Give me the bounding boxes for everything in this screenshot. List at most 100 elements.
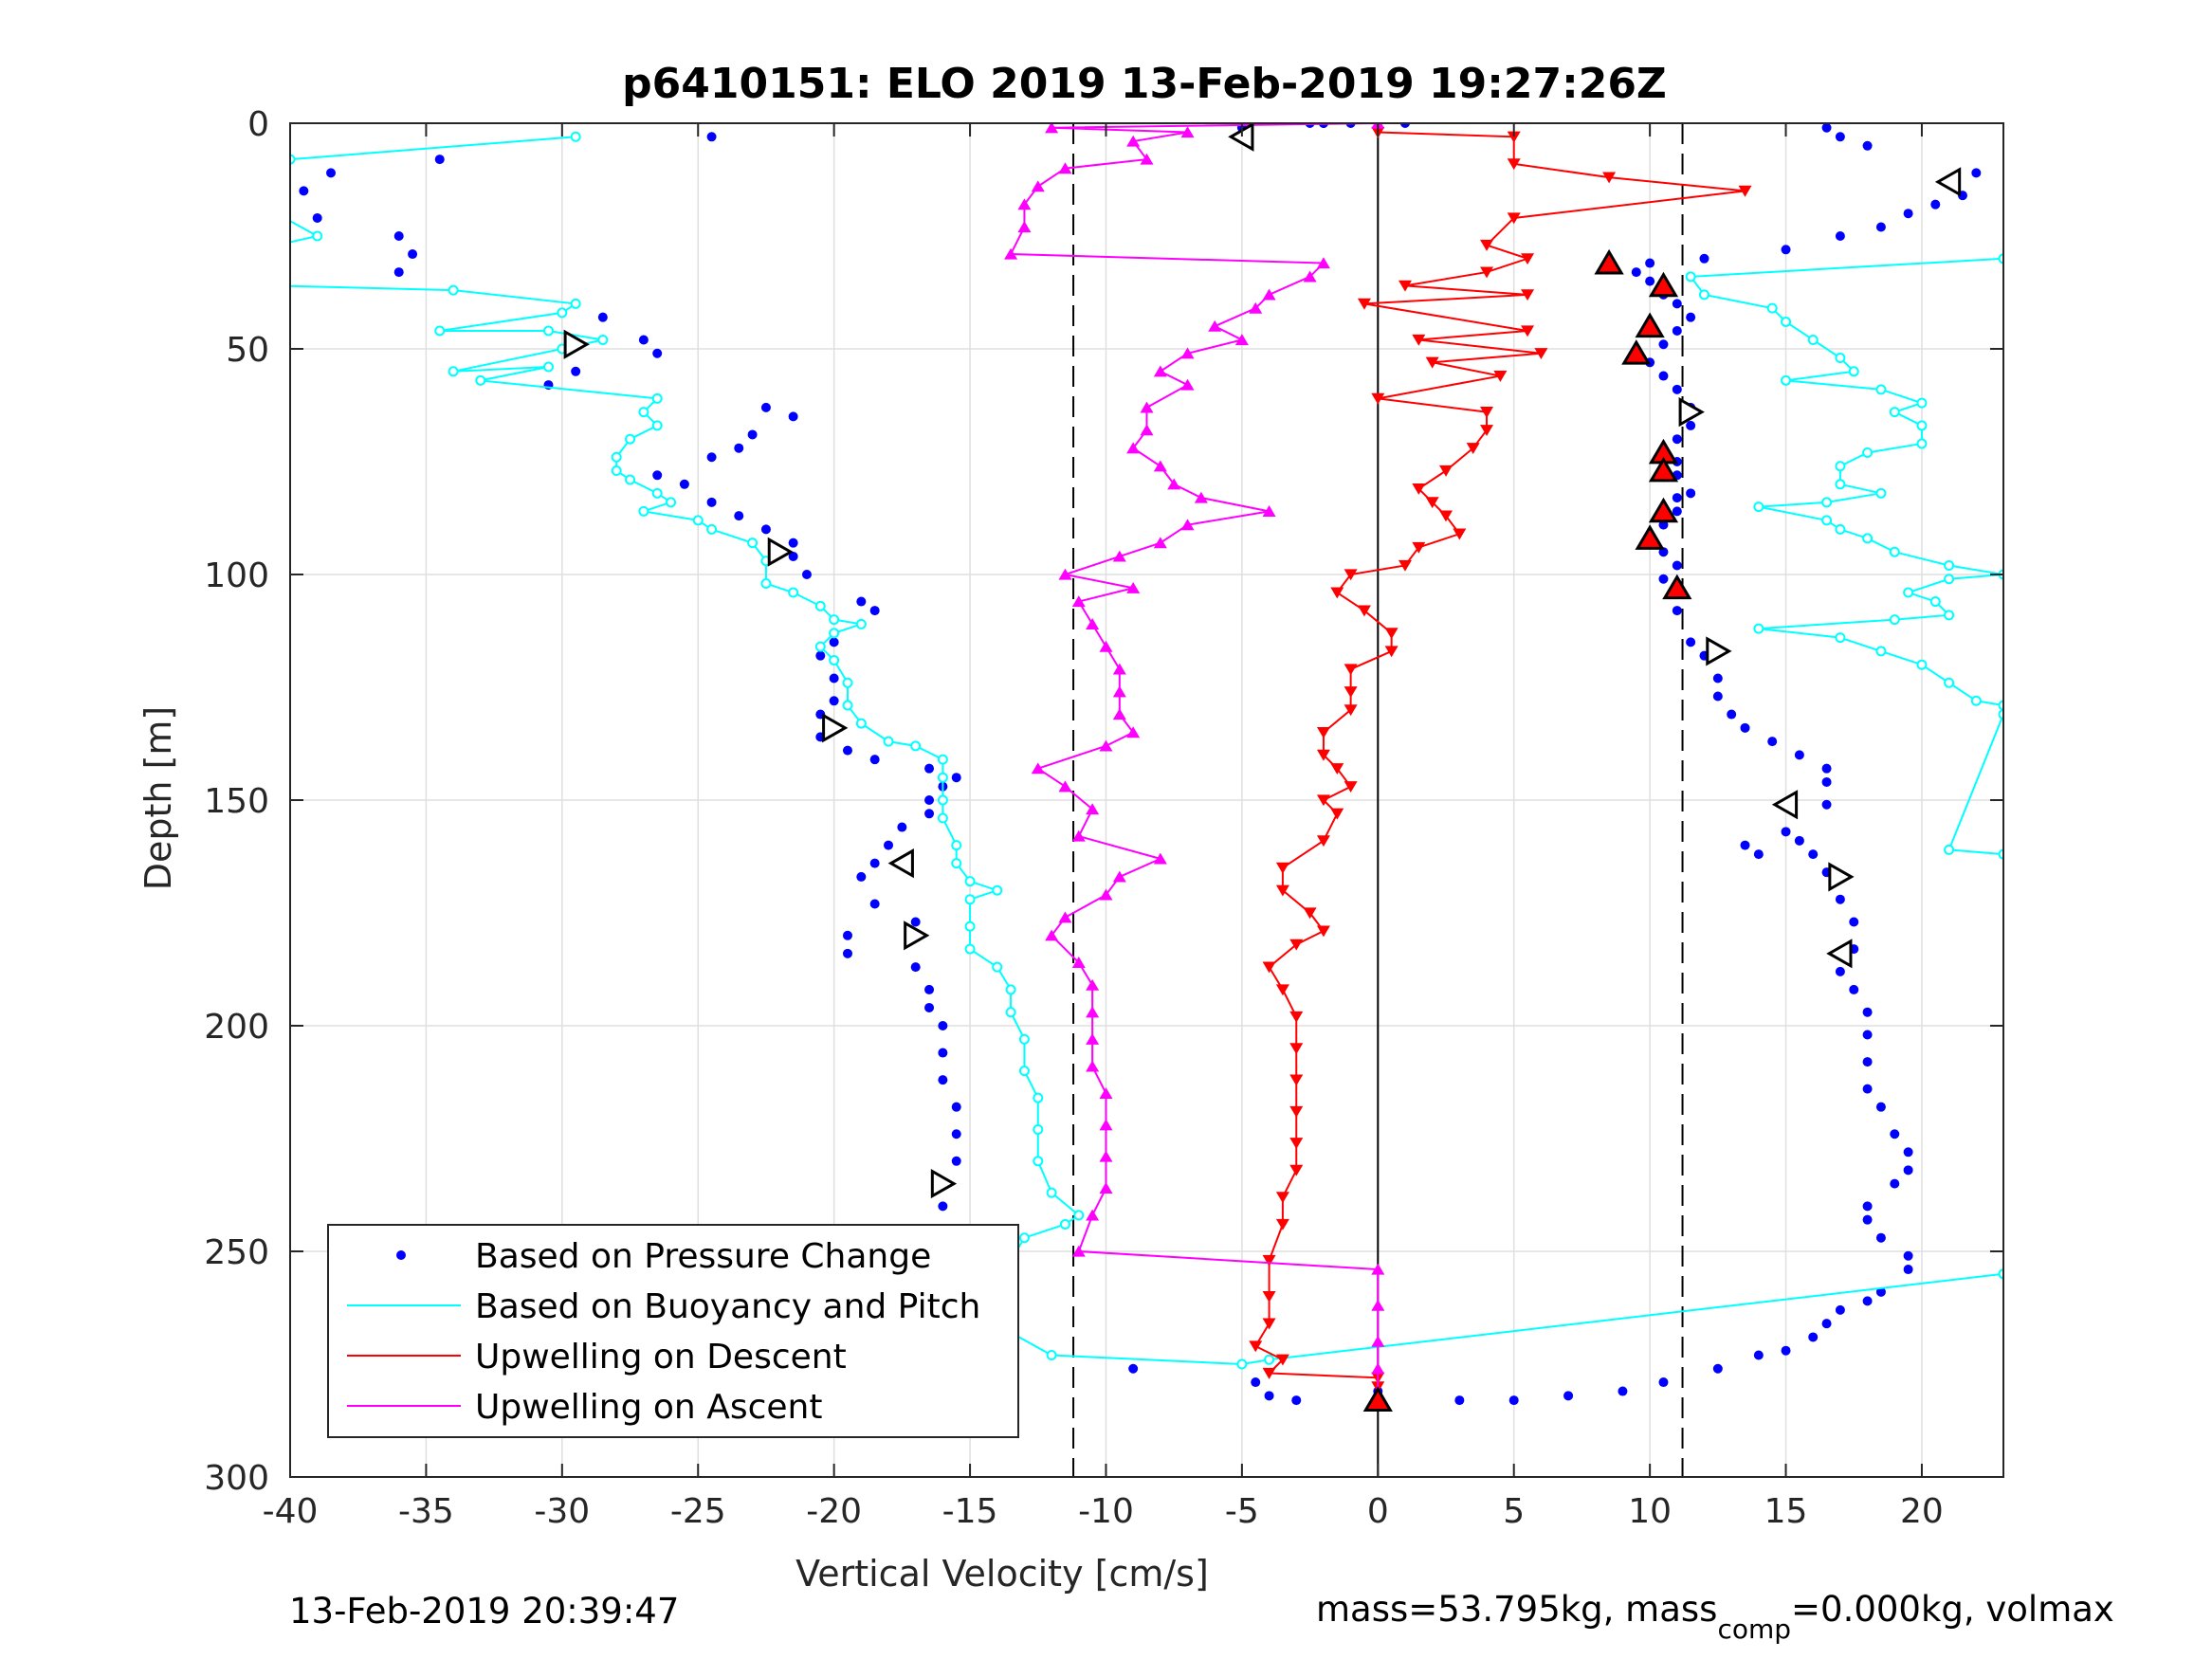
buoyancy-pitch-point	[542, 361, 554, 373]
pressure-change-point	[1821, 776, 1832, 787]
ascent-upwelling-line	[1009, 123, 1380, 1396]
pressure-change-point	[734, 511, 744, 521]
buoyancy-pitch-point	[651, 392, 663, 404]
pressure-change-point	[1930, 199, 1941, 210]
buoyancy-pitch-point	[1835, 353, 1846, 364]
descent-upwelling-point	[1521, 253, 1535, 265]
x-tick-label: 20	[1900, 1492, 1944, 1531]
x-tick-label: -30	[534, 1492, 590, 1531]
pressure-change-point	[408, 249, 418, 260]
pressure-change-point	[788, 551, 798, 561]
x-tick-label: -10	[1078, 1492, 1134, 1531]
descent-upwelling-point	[1275, 1354, 1289, 1366]
ascent-upwelling-point	[1112, 870, 1126, 883]
red-filled-triangle-marker	[1662, 574, 1692, 600]
pressure-change-point	[924, 795, 935, 805]
buoyancy-pitch-point	[448, 366, 459, 377]
buoyancy-pitch-point	[611, 451, 622, 463]
buoyancy-pitch-point	[1944, 574, 1955, 585]
y-tick-label: 0	[247, 105, 269, 144]
ascent-upwelling-point	[1316, 257, 1330, 269]
ascent-upwelling-point	[1371, 1335, 1385, 1347]
pressure-change-point	[1399, 123, 1410, 128]
pressure-change-point	[1291, 1395, 1302, 1406]
buoyancy-pitch-point	[1835, 479, 1846, 490]
buoyancy-pitch-point	[1236, 1358, 1248, 1370]
buoyancy-pitch-point	[611, 465, 622, 477]
pressure-change-point	[1862, 1296, 1873, 1306]
descent-upwelling-point	[1262, 1254, 1276, 1267]
ascent-upwelling-point	[1058, 568, 1072, 580]
descent-upwelling-point	[1289, 1164, 1304, 1176]
ascent-upwelling-point	[1140, 401, 1154, 413]
open-triangle-marker	[563, 329, 590, 359]
x-tick-label: -20	[806, 1492, 862, 1531]
pressure-change-point	[1903, 1250, 1913, 1261]
ascent-upwelling-point	[1058, 162, 1072, 174]
pressure-change-point	[1808, 1332, 1819, 1342]
footer-mass-subscript: comp	[1717, 1613, 1791, 1645]
pressure-change-point	[1875, 1232, 1886, 1243]
open-triangle-marker	[904, 921, 930, 951]
chart-title: p6410151: ELO 2019 13-Feb-2019 19:27:26Z	[622, 60, 1667, 108]
open-triangle-marker	[887, 848, 914, 879]
pressure-change-point	[1862, 1201, 1873, 1212]
open-triangle-marker	[1934, 167, 1962, 197]
ascent-upwelling-point	[1112, 663, 1126, 675]
pressure-change-point	[1781, 1345, 1791, 1356]
descent-upwelling-point	[1398, 559, 1412, 572]
descent-upwelling-point	[1289, 1043, 1304, 1055]
buoyancy-pitch-point	[666, 497, 677, 508]
buoyancy-pitch-point	[706, 523, 718, 535]
buoyancy-pitch-point	[1005, 984, 1016, 995]
buoyancy-pitch-point	[937, 812, 948, 824]
descent-upwelling-point	[1249, 1340, 1263, 1353]
pressure-change-point	[1251, 1377, 1261, 1388]
red-filled-triangle-marker	[1621, 339, 1652, 365]
buoyancy-pitch-point	[1781, 316, 1792, 327]
ascent-upwelling-point	[1017, 221, 1032, 233]
descent-upwelling-point	[1439, 465, 1453, 477]
ascent-upwelling-point	[1071, 1245, 1086, 1257]
buoyancy-pitch-point	[829, 654, 840, 665]
footer-mass-prefix: mass=53.795kg, mass	[1316, 1589, 1717, 1630]
buoyancy-pitch-point	[1807, 334, 1819, 345]
red-filled-triangle-marker	[1362, 1386, 1393, 1412]
descent-upwelling-point	[1289, 1105, 1304, 1118]
buoyancy-pitch-point	[855, 718, 867, 729]
pressure-change-point	[1672, 606, 1682, 616]
descent-upwelling-point	[1507, 158, 1521, 171]
open-triangle-marker	[1706, 636, 1732, 666]
pressure-change-point	[1875, 1286, 1886, 1297]
buoyancy-pitch-point	[964, 921, 976, 932]
buoyancy-pitch-point	[1046, 1187, 1057, 1198]
pressure-change-point	[869, 606, 880, 616]
pressure-change-point	[1727, 709, 1737, 720]
pressure-change-point	[1835, 966, 1845, 976]
pressure-change-point	[760, 402, 771, 412]
descent-upwelling-point	[1289, 939, 1304, 951]
descent-upwelling-point	[1262, 1291, 1276, 1303]
descent-upwelling-point	[1384, 628, 1398, 640]
red-filled-triangle-marker	[1594, 248, 1624, 275]
buoyancy-pitch-point	[625, 474, 636, 485]
buoyancy-pitch-point	[1916, 659, 1928, 670]
descent-upwelling-point	[1412, 483, 1426, 495]
pressure-change-point	[924, 763, 935, 774]
buoyancy-pitch-point	[1848, 366, 1859, 377]
buoyancy-pitch-point	[1835, 461, 1846, 472]
pressure-change-point	[597, 312, 608, 322]
x-tick-label: -35	[398, 1492, 454, 1531]
pressure-change-point	[1903, 1147, 1913, 1158]
buoyancy-pitch-point	[1929, 596, 1941, 608]
pressure-change-point	[1699, 253, 1709, 264]
y-tick-label: 300	[204, 1459, 269, 1498]
buoyancy-pitch-point	[1944, 610, 1955, 621]
pressure-change-point	[1508, 1395, 1519, 1406]
descent-upwelling-point	[1466, 443, 1480, 455]
buoyancy-pitch-point	[1998, 848, 2003, 860]
buoyancy-pitch-point	[992, 884, 1003, 896]
pressure-change-point	[938, 1048, 948, 1058]
legend-box	[327, 1224, 1019, 1438]
